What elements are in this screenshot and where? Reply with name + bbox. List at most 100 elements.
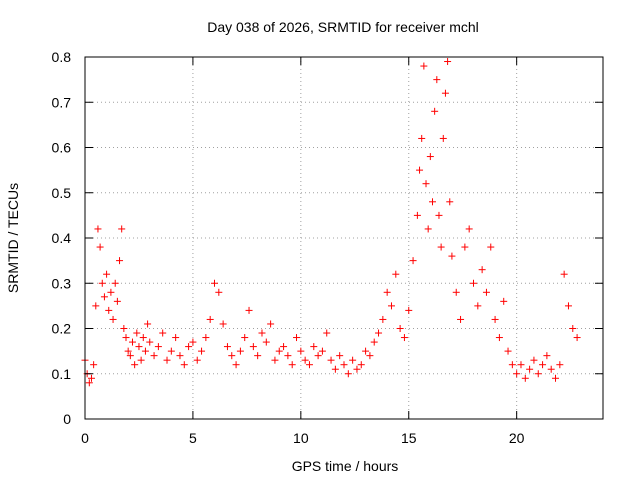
data-point bbox=[543, 352, 551, 360]
data-point bbox=[478, 266, 486, 274]
data-point bbox=[288, 361, 296, 369]
data-point bbox=[504, 347, 512, 355]
data-point bbox=[441, 89, 449, 97]
data-point bbox=[437, 243, 445, 251]
data-point bbox=[118, 225, 126, 233]
data-point bbox=[85, 379, 93, 387]
data-point bbox=[116, 257, 124, 265]
data-point bbox=[146, 338, 154, 346]
data-point bbox=[569, 325, 577, 332]
data-point bbox=[267, 320, 275, 328]
data-point bbox=[435, 211, 443, 219]
data-point bbox=[387, 302, 395, 310]
data-point bbox=[336, 352, 344, 360]
data-point bbox=[109, 315, 117, 323]
data-point bbox=[284, 352, 292, 360]
x-tick-label: 20 bbox=[509, 430, 525, 446]
data-point bbox=[426, 153, 434, 161]
data-point bbox=[340, 361, 348, 369]
y-axis-label: SRMTID / TECUs bbox=[5, 183, 21, 293]
data-point bbox=[573, 334, 581, 342]
data-point bbox=[556, 361, 564, 369]
data-point bbox=[375, 329, 383, 337]
y-tick-label: 0.3 bbox=[52, 275, 72, 291]
data-point bbox=[344, 370, 352, 378]
data-point bbox=[413, 211, 421, 219]
data-point bbox=[513, 370, 521, 378]
x-tick-label: 5 bbox=[189, 430, 197, 446]
data-point bbox=[409, 257, 417, 265]
data-point bbox=[293, 334, 301, 342]
data-point bbox=[349, 356, 357, 364]
data-point bbox=[139, 334, 147, 342]
data-point bbox=[301, 356, 309, 364]
x-tick-label: 15 bbox=[401, 430, 417, 446]
data-point bbox=[530, 356, 538, 364]
data-point bbox=[323, 329, 331, 337]
x-axis-label: GPS time / hours bbox=[292, 458, 399, 474]
data-point bbox=[314, 352, 322, 360]
data-point bbox=[500, 297, 508, 305]
data-point bbox=[428, 198, 436, 206]
grid bbox=[85, 57, 603, 419]
data-point bbox=[508, 361, 516, 369]
data-point bbox=[163, 356, 171, 364]
data-point bbox=[392, 270, 400, 278]
data-point bbox=[90, 361, 98, 369]
y-tick-label: 0.7 bbox=[52, 94, 72, 110]
data-point bbox=[275, 347, 283, 355]
data-point bbox=[172, 334, 180, 342]
x-tick-label: 10 bbox=[293, 430, 309, 446]
data-point bbox=[135, 343, 143, 351]
y-tick-label: 0.5 bbox=[52, 185, 72, 201]
data-point bbox=[107, 288, 115, 296]
data-point bbox=[228, 352, 236, 360]
data-point bbox=[564, 302, 572, 310]
data-point bbox=[431, 107, 439, 115]
data-point bbox=[185, 343, 193, 351]
data-point bbox=[144, 320, 152, 328]
data-point bbox=[552, 374, 560, 382]
data-point bbox=[154, 343, 162, 351]
data-point bbox=[141, 347, 149, 355]
y-tick-label: 0.1 bbox=[52, 366, 72, 382]
data-point bbox=[202, 334, 210, 342]
data-point bbox=[94, 225, 102, 233]
data-point bbox=[433, 76, 441, 84]
data-point bbox=[405, 306, 413, 314]
y-tick-label: 0.2 bbox=[52, 321, 72, 337]
data-point bbox=[487, 243, 495, 251]
data-point bbox=[327, 356, 335, 364]
data-point bbox=[353, 365, 361, 373]
data-point bbox=[357, 361, 365, 369]
data-point bbox=[262, 338, 270, 346]
data-point bbox=[461, 243, 469, 251]
data-point bbox=[236, 347, 244, 355]
y-tick-label: 0.6 bbox=[52, 140, 72, 156]
data-point bbox=[383, 288, 391, 296]
data-point bbox=[150, 352, 158, 360]
data-point bbox=[241, 334, 249, 342]
data-point bbox=[133, 329, 141, 337]
data-point bbox=[560, 270, 568, 278]
data-point bbox=[547, 365, 555, 373]
data-point bbox=[100, 293, 108, 301]
data-point bbox=[424, 225, 432, 233]
data-point bbox=[310, 343, 318, 351]
data-point bbox=[470, 279, 477, 287]
data-point bbox=[297, 347, 305, 355]
data-points bbox=[81, 58, 581, 387]
data-point bbox=[491, 315, 499, 323]
data-point bbox=[457, 315, 465, 323]
data-point bbox=[474, 302, 482, 310]
data-point bbox=[422, 180, 430, 188]
y-tick-label: 0.8 bbox=[52, 49, 72, 65]
data-point bbox=[439, 134, 447, 142]
data-point bbox=[113, 297, 121, 305]
data-point bbox=[396, 325, 404, 332]
data-point bbox=[92, 302, 100, 310]
data-point bbox=[206, 315, 214, 323]
data-point bbox=[254, 352, 262, 360]
